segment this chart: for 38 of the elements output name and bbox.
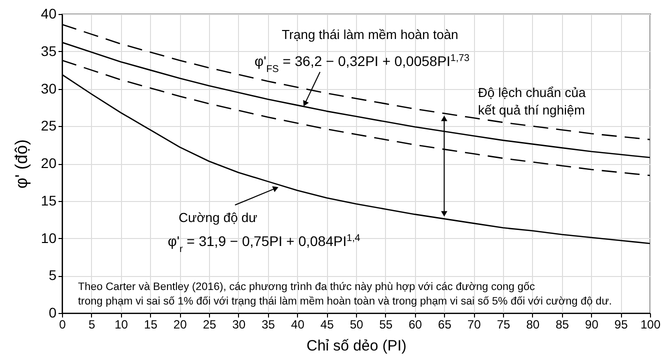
- x-tick-label: 65: [438, 318, 452, 332]
- x-tick-label: 10: [114, 318, 128, 332]
- y-tick-label: 35: [40, 42, 57, 59]
- x-tick-label: 15: [144, 318, 158, 332]
- x-tick-label: 50: [350, 318, 364, 332]
- y-tick-label: 5: [48, 267, 57, 284]
- x-tick-label: 35: [262, 318, 276, 332]
- x-tick-label: 25: [202, 318, 216, 332]
- y-tick-label: 25: [40, 118, 57, 134]
- x-tick-label: 85: [556, 318, 570, 332]
- annotation: Theo Carter và Bentley (2016), các phương trình đa thức này phù hợp với các đường cong gốc trong phạm vi sai số 1% đối với trạng thái làm mềm hoàn toàn và trong phạm vi sai số 5% đối với cường độ dư.: [78, 281, 612, 308]
- x-tick-label: 5: [88, 318, 96, 332]
- y-tick-label: 10: [40, 230, 57, 246]
- x-tick-label: 20: [173, 318, 188, 332]
- y-tick-label: 15: [40, 192, 57, 208]
- y-axis-title: φ' (độ): [12, 139, 31, 189]
- x-tick-label: 75: [496, 318, 510, 332]
- y-tick-label: 0: [48, 304, 57, 320]
- x-tick-label: 95: [614, 318, 628, 332]
- x-tick-label: 55: [379, 318, 393, 332]
- x-tick-label: 0: [59, 318, 66, 332]
- annotation: Độ lệch chuẩn của kết quả thí nghiệm: [478, 85, 586, 118]
- y-tick-label: 40: [40, 6, 57, 22]
- annotation: Trạng thái làm mềm hoàn toàn: [282, 27, 458, 42]
- y-tick-label: 20: [40, 155, 57, 171]
- x-tick-label: 100: [640, 318, 661, 332]
- annotation: Cường độ dư: [178, 210, 258, 225]
- x-tick-label: 60: [408, 318, 422, 332]
- y-tick-label: 30: [40, 80, 57, 96]
- x-tick-label: 90: [585, 318, 599, 332]
- x-tick-label: 80: [526, 318, 540, 332]
- x-tick-label: 70: [467, 318, 482, 332]
- x-tick-label: 45: [320, 318, 334, 332]
- annotation: φ'$_{r}$ = 31,9 − 0,75PI + 0,084PI$^{1,4}$: [168, 232, 361, 254]
- x-tick-label: 30: [232, 318, 246, 332]
- x-tick-label: 40: [291, 318, 305, 332]
- x-axis-title: Chỉ số dẻo (PI): [306, 338, 407, 354]
- annotation: φ'$_{FS}$ = 36,2 − 0,32PI + 0,0058PI$^{1,73}$: [254, 52, 470, 74]
